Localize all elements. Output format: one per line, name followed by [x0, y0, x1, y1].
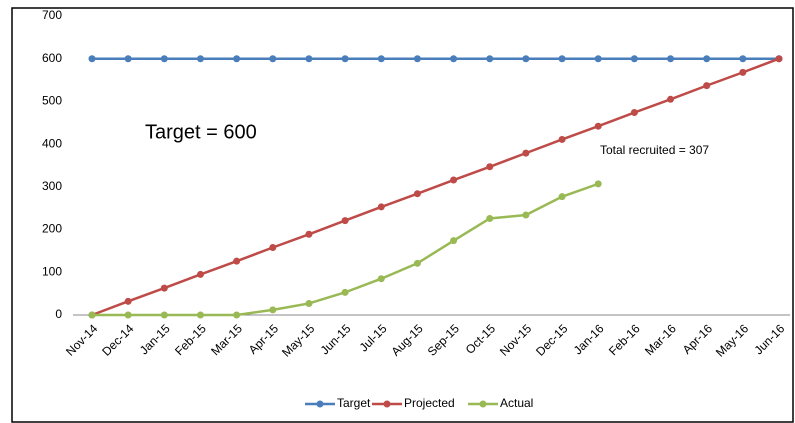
data-point	[341, 55, 349, 63]
data-point	[594, 180, 602, 188]
x-tick-label: Feb-15	[172, 321, 209, 358]
data-point	[233, 311, 241, 319]
data-point	[377, 203, 385, 211]
data-point	[233, 257, 241, 265]
legend-label: Projected	[404, 396, 455, 410]
x-tick-label: Aug-15	[389, 321, 426, 358]
annotation: Target = 600	[145, 121, 257, 143]
x-tick-label: Apr-15	[246, 321, 282, 357]
data-point	[630, 55, 638, 63]
data-point	[88, 311, 96, 319]
data-point	[486, 214, 494, 222]
data-point	[522, 149, 530, 157]
x-tick-label: Mar-16	[642, 321, 679, 358]
data-point	[667, 95, 675, 103]
data-point	[703, 55, 711, 63]
y-tick-label: 200	[42, 222, 62, 236]
data-point	[124, 311, 132, 319]
y-tick-label: 400	[42, 136, 62, 150]
data-point	[196, 270, 204, 278]
y-tick-label: 600	[42, 51, 62, 65]
x-tick-label: Feb-16	[606, 321, 643, 358]
x-tick-label: Jan-16	[571, 321, 607, 357]
legend-marker	[479, 400, 487, 408]
data-point	[124, 55, 132, 63]
data-point	[124, 297, 132, 305]
legend-marker	[383, 400, 391, 408]
x-tick-label: Sep-15	[425, 321, 462, 358]
legend-marker	[316, 400, 324, 408]
data-point	[450, 176, 458, 184]
x-tick-label: May-16	[713, 321, 751, 359]
x-tick-label: Jan-15	[137, 321, 173, 357]
data-point	[486, 163, 494, 171]
data-point	[594, 122, 602, 130]
data-point	[196, 311, 204, 319]
legend-label: Actual	[500, 396, 533, 410]
data-point	[667, 55, 675, 63]
x-tick-label: May-15	[279, 321, 317, 359]
data-point	[305, 299, 313, 307]
data-point	[739, 68, 747, 76]
data-point	[630, 109, 638, 117]
data-point	[450, 55, 458, 63]
x-tick-label: Dec-14	[99, 321, 136, 358]
data-point	[377, 275, 385, 283]
x-tick-label: Jul-15	[357, 321, 390, 354]
data-point	[196, 55, 204, 63]
data-point	[775, 55, 783, 63]
data-point	[377, 55, 385, 63]
data-point	[305, 230, 313, 238]
x-tick-label: Oct-15	[463, 321, 499, 357]
legend-label: Target	[337, 396, 371, 410]
annotation: Total recruited = 307	[600, 143, 709, 157]
x-tick-label: Mar-15	[208, 321, 245, 358]
y-tick-label: 300	[42, 179, 62, 193]
data-point	[269, 55, 277, 63]
data-point	[160, 55, 168, 63]
data-point	[88, 55, 96, 63]
y-tick-label: 0	[55, 307, 62, 321]
y-tick-label: 700	[42, 8, 62, 22]
y-tick-label: 100	[42, 264, 62, 278]
y-tick-label: 500	[42, 94, 62, 108]
series-line	[91, 57, 780, 317]
data-point	[486, 55, 494, 63]
x-tick-label: Apr-16	[680, 321, 716, 357]
data-point	[341, 217, 349, 225]
x-tick-label: Nov-14	[63, 321, 100, 358]
x-tick-label: Jun-16	[752, 321, 788, 357]
x-tick-label: Jun-15	[318, 321, 354, 357]
chart-frame	[11, 7, 794, 423]
data-point	[413, 55, 421, 63]
data-point	[413, 190, 421, 198]
data-point	[305, 55, 313, 63]
data-point	[558, 55, 566, 63]
x-tick-label: Nov-15	[497, 321, 534, 358]
data-point	[450, 237, 458, 245]
data-point	[594, 55, 602, 63]
x-tick-label: Dec-15	[533, 321, 570, 358]
data-point	[739, 55, 747, 63]
data-point	[269, 244, 277, 252]
data-point	[269, 306, 277, 314]
data-point	[341, 288, 349, 296]
data-point	[233, 55, 241, 63]
data-point	[522, 55, 530, 63]
data-point	[522, 211, 530, 219]
data-point	[558, 135, 566, 143]
data-point	[160, 311, 168, 319]
data-point	[160, 284, 168, 292]
data-point	[703, 82, 711, 90]
data-point	[413, 259, 421, 267]
data-point	[558, 193, 566, 201]
